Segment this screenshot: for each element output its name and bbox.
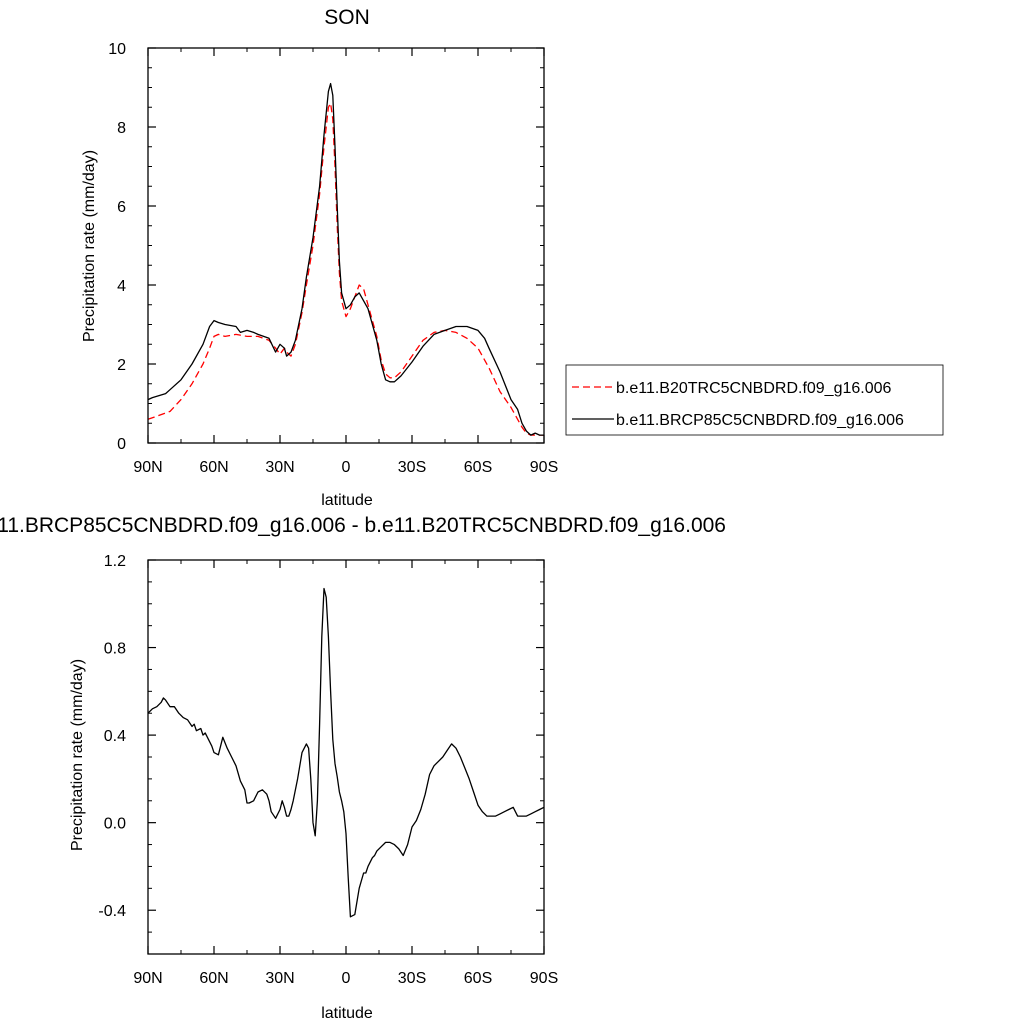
bottom-panel-ylabel: Precipitation rate (mm/day) [69, 659, 86, 851]
bottom-y-tick-label: -0.4 [98, 903, 126, 920]
bottom-panel: b.e11.BRCP85C5CNBDRD.f09_g16.006 - b.e11… [0, 514, 726, 1022]
top-x-tick-label: 60N [199, 459, 228, 476]
top-panel-xlabel: latitude [321, 492, 373, 509]
bottom-x-tick-label: 30N [265, 970, 294, 987]
top-series-line-0 [147, 102, 544, 436]
top-x-tick-label: 0 [342, 459, 351, 476]
bottom-y-tick-label: 1.2 [104, 553, 126, 570]
top-y-tick-label: 8 [117, 120, 126, 137]
top-y-tick-label: 6 [117, 199, 126, 216]
bottom-plot-frame [147, 559, 545, 955]
top-y-tick-label: 4 [117, 278, 126, 295]
top-x-tick-label: 90S [530, 459, 558, 476]
bottom-x-tick-label: 90S [530, 970, 558, 987]
top-panel-ylabel: Precipitation rate (mm/day) [81, 150, 98, 342]
bottom-x-tick-label: 90N [133, 970, 162, 987]
top-x-tick-label: 60S [464, 459, 492, 476]
bottom-y-tick-label: 0.0 [104, 816, 126, 833]
top-x-tick-label: 90N [133, 459, 162, 476]
top-y-tick-label: 2 [117, 357, 126, 374]
bottom-x-tick-label: 60S [464, 970, 492, 987]
legend-box [565, 364, 944, 436]
legend: b.e11.B20TRC5CNBDRD.f09_g16.006 b.e11.BR… [565, 364, 944, 436]
bottom-y-tick-label: 0.4 [104, 728, 126, 745]
bottom-y-tick-label: 0.8 [104, 641, 126, 658]
top-y-tick-label: 0 [117, 436, 126, 453]
top-panel-title: SON [324, 6, 370, 29]
legend-label-series-0: b.e11.B20TRC5CNBDRD.f09_g16.006 [616, 380, 892, 397]
bottom-panel-title: b.e11.BRCP85C5CNBDRD.f09_g16.006 - b.e11… [0, 514, 726, 537]
top-plot-frame [147, 47, 545, 444]
bottom-x-tick-label: 60N [199, 970, 228, 987]
top-y-tick-label: 10 [108, 41, 126, 58]
top-panel: SON Precipitation rate (mm/day) latitude… [81, 6, 558, 509]
bottom-series-line-0 [147, 587, 545, 918]
legend-label-series-1: b.e11.BRCP85C5CNBDRD.f09_g16.006 [616, 412, 904, 429]
bottom-x-tick-label: 0 [342, 970, 351, 987]
top-series-line-1 [147, 82, 544, 436]
bottom-panel-xlabel: latitude [321, 1005, 373, 1022]
top-x-tick-label: 30S [398, 459, 426, 476]
bottom-x-tick-label: 30S [398, 970, 426, 987]
top-x-tick-label: 30N [265, 459, 294, 476]
